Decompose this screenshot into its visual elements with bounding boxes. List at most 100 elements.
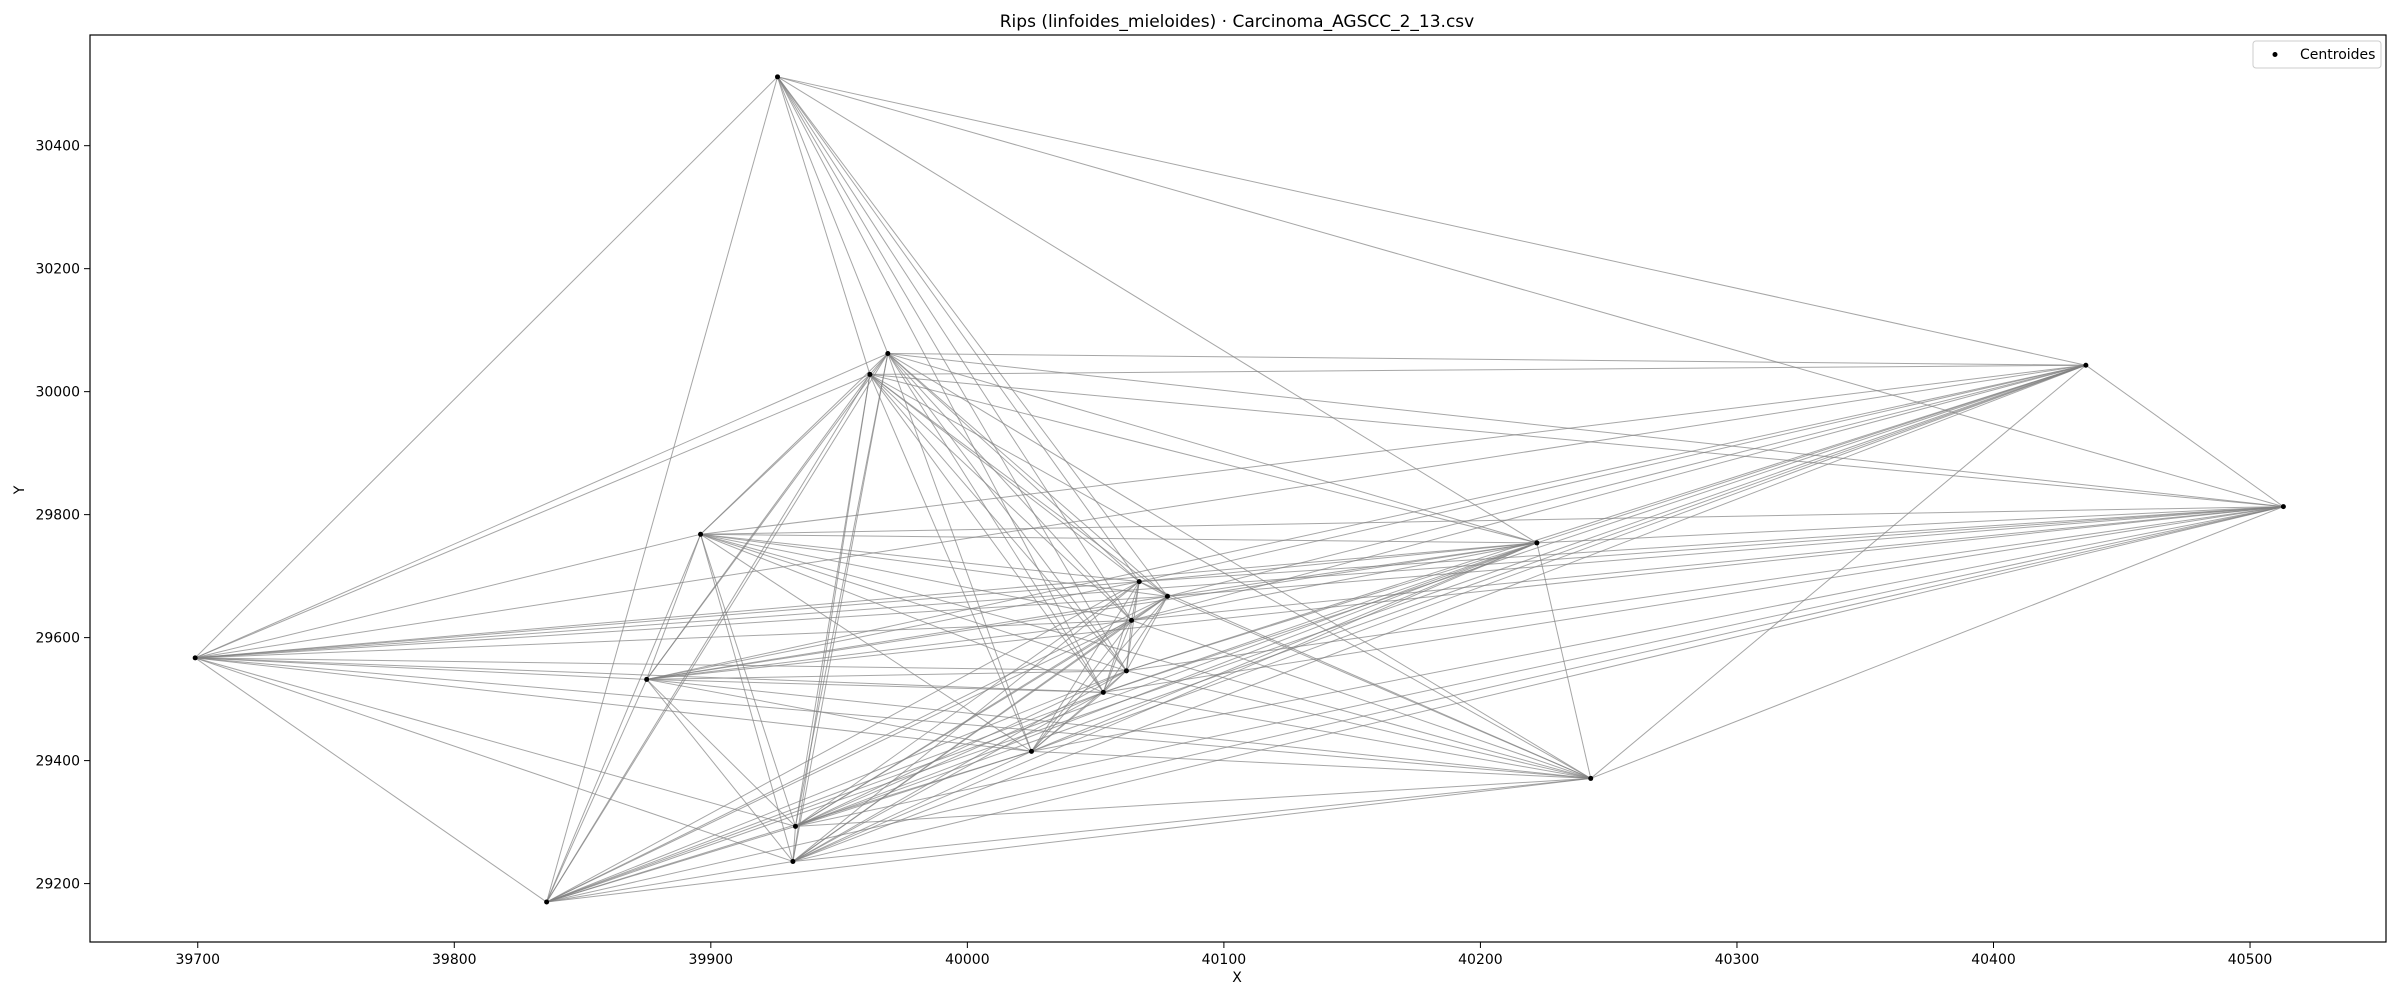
edge xyxy=(794,353,889,827)
edge xyxy=(792,374,871,862)
edge xyxy=(1103,542,1538,693)
legend-box xyxy=(2252,40,2382,69)
edge xyxy=(792,750,1032,862)
x-tick-label: 40400 xyxy=(1971,952,2016,968)
edge xyxy=(792,596,1168,862)
edge xyxy=(887,353,2086,366)
edge xyxy=(546,353,889,903)
edge xyxy=(546,860,793,903)
centroid-point xyxy=(1100,689,1106,695)
edge xyxy=(1131,596,1168,621)
edge xyxy=(795,581,1140,827)
edge xyxy=(869,374,1140,583)
edge xyxy=(700,364,2086,535)
edge xyxy=(546,670,1127,903)
edge xyxy=(794,374,871,827)
edge xyxy=(195,657,1591,779)
legend-marker xyxy=(2272,52,2278,57)
edge xyxy=(700,533,1127,672)
edge xyxy=(795,364,2087,827)
edge xyxy=(792,364,2087,862)
edge xyxy=(1139,506,2284,583)
edge xyxy=(646,679,796,827)
edge xyxy=(700,533,1537,544)
edge xyxy=(795,670,1127,827)
edge xyxy=(1102,670,1127,693)
edge xyxy=(1131,506,2284,621)
edge xyxy=(2085,364,2284,508)
edge xyxy=(777,76,871,375)
edge xyxy=(546,777,1591,903)
edge xyxy=(195,581,1140,659)
edge xyxy=(1131,364,2086,621)
edge xyxy=(887,353,1168,597)
edge xyxy=(1031,596,1168,752)
centroid-point xyxy=(2280,504,2286,510)
edge xyxy=(546,595,1168,903)
centroid-point xyxy=(1164,593,1170,599)
points-layer xyxy=(192,74,2286,905)
centroid-point xyxy=(192,655,198,661)
edge xyxy=(887,353,2284,508)
edge xyxy=(1139,542,1537,583)
centroid-point xyxy=(2083,362,2089,368)
edge xyxy=(546,750,1032,903)
edge xyxy=(1031,750,1591,779)
edge xyxy=(887,353,1104,693)
edge xyxy=(1103,506,2284,693)
centroid-point xyxy=(775,74,781,80)
edge xyxy=(1031,506,2284,752)
y-tick-label: 29400 xyxy=(35,754,80,770)
edge xyxy=(795,506,2284,827)
edge xyxy=(546,679,648,903)
edge xyxy=(869,374,1032,752)
edge xyxy=(795,691,1104,827)
edge xyxy=(546,374,871,903)
plot-frame xyxy=(89,34,2387,943)
edges-layer xyxy=(194,76,2284,903)
edge xyxy=(195,533,701,659)
edge xyxy=(1031,620,1132,752)
edge xyxy=(700,533,1132,621)
edge xyxy=(1031,364,2087,752)
edge xyxy=(1131,619,1591,779)
edge xyxy=(195,657,1127,672)
centroid-point xyxy=(885,351,891,357)
edge xyxy=(777,76,889,354)
edge xyxy=(1139,364,2086,583)
edge xyxy=(1590,506,2284,779)
x-tick-label: 39700 xyxy=(175,952,220,968)
y-axis-label: Y xyxy=(12,485,28,495)
edge xyxy=(869,364,2086,375)
edge xyxy=(1103,691,1591,779)
edge xyxy=(195,657,796,827)
edge xyxy=(777,76,1140,582)
edge xyxy=(777,76,2284,508)
legend-label: Centroides xyxy=(2300,47,2375,63)
x-tick-label: 40500 xyxy=(2228,952,2273,968)
edge xyxy=(795,750,1032,827)
y-tick-label: 29600 xyxy=(35,631,80,647)
x-tick-label: 39900 xyxy=(689,952,734,968)
edge xyxy=(1126,670,1591,779)
edge xyxy=(1125,581,1140,671)
x-axis-ticks: 39700 39800 39900 40000 40100 40200 40300 40400… xyxy=(175,942,2272,968)
edge xyxy=(869,373,2284,508)
edge xyxy=(887,353,1140,583)
edge xyxy=(1126,364,2087,672)
edge xyxy=(700,533,1168,597)
centroid-point xyxy=(644,676,650,682)
edge xyxy=(700,534,794,862)
centroid-point xyxy=(1534,540,1540,546)
edge xyxy=(546,581,1140,903)
edge xyxy=(546,691,1104,903)
edge xyxy=(869,373,1537,544)
y-tick-label: 30400 xyxy=(35,139,80,155)
centroid-point xyxy=(867,371,873,377)
edge xyxy=(1536,364,2087,544)
edge xyxy=(1102,620,1133,693)
edge xyxy=(887,353,1538,544)
edge xyxy=(700,533,1104,693)
centroid-point xyxy=(544,899,550,905)
